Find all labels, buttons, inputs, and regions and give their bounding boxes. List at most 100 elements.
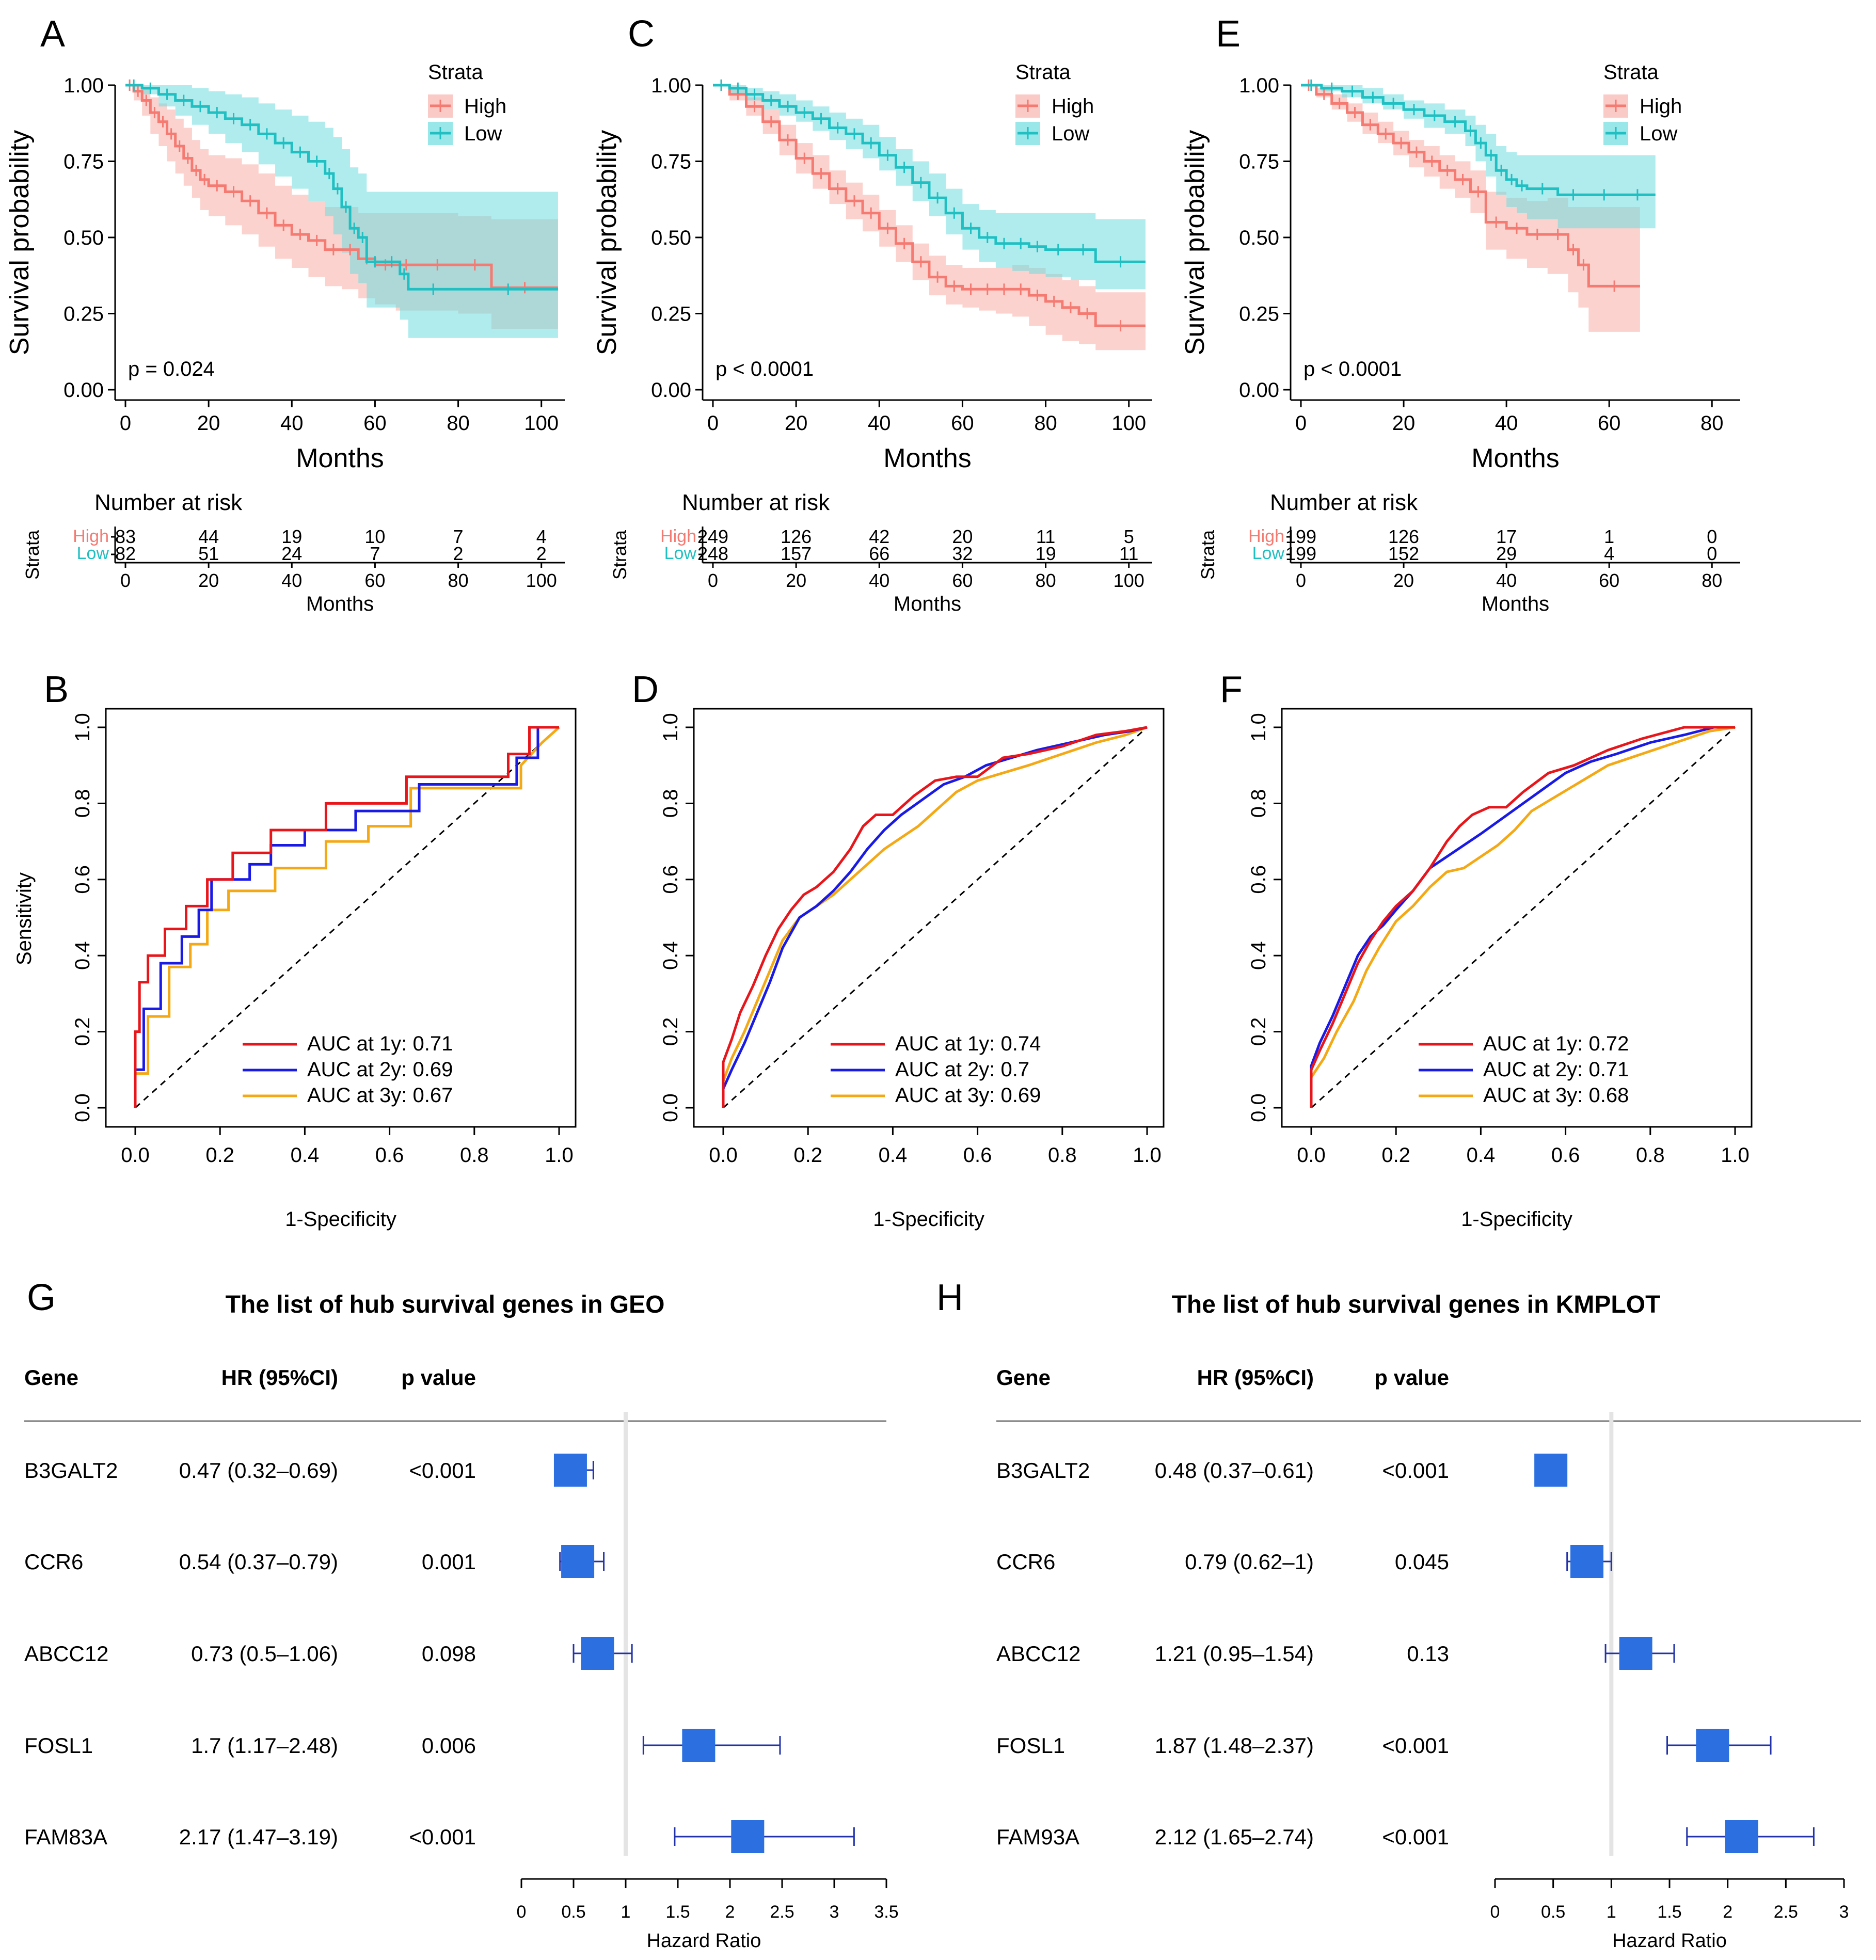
km-pvalue-c: p < 0.0001 (716, 358, 814, 380)
roc-y-tick-label-f: 1.0 (1247, 713, 1270, 742)
roc-diagonal-d (722, 726, 1148, 1109)
risk-row-label-low-c: Low (664, 544, 697, 563)
roc-y-tick-label-b: 1.0 (71, 713, 94, 742)
risk-high-count-e: 1 (1604, 526, 1614, 547)
risk-x-tick-label-e: 20 (1393, 570, 1414, 591)
km-x-tick-label-c: 20 (785, 412, 808, 435)
roc-y-tick-label-f: 0.8 (1247, 789, 1270, 818)
km-x-tick-label-e: 80 (1700, 412, 1724, 435)
risk-low-count-e: 4 (1604, 543, 1614, 564)
forest-x-tick-label-g: 3 (830, 1902, 839, 1922)
roc-x-tick-label-d: 0.4 (879, 1144, 908, 1167)
risk-x-tick-label-a: 100 (526, 570, 557, 591)
roc-diagonal-b (134, 726, 560, 1109)
forest-hr-box-h (1696, 1729, 1729, 1762)
km-x-axis-title-c: Months (883, 443, 972, 473)
forest-reference-line-h (1609, 1412, 1614, 1856)
km-y-tick-label-a: 0.75 (63, 151, 104, 173)
risk-row-label-high-a: High (73, 527, 109, 546)
forest-x-tick-label-g: 1.5 (665, 1902, 690, 1922)
panel-label-f: F (1220, 669, 1243, 710)
forest-hr-text-h: 1.87 (1.48–2.37) (1155, 1733, 1314, 1758)
risk-x-axis-title-a: Months (306, 593, 374, 615)
forest-gene-name-g: B3GALT2 (24, 1458, 118, 1483)
km-x-axis-title-e: Months (1471, 443, 1560, 473)
roc-frame-f (1281, 708, 1753, 1128)
km-y-axis-title-c: Survival probability (592, 130, 622, 355)
forest-x-axis-title-g: Hazard Ratio (647, 1930, 761, 1952)
roc-curve-1y-f (1310, 726, 1735, 1108)
km-band-low-e (1301, 85, 1656, 229)
km-y-tick-label-c: 1.00 (651, 74, 691, 97)
risk-high-count-c: 42 (869, 526, 889, 547)
roc-x-tick-label-d: 0.2 (793, 1144, 822, 1167)
risk-low-count-c: 19 (1036, 543, 1056, 564)
risk-low-count-a: 51 (198, 543, 219, 564)
forest-pvalue-h: <0.001 (1382, 1825, 1449, 1849)
roc-x-tick-label-d: 1.0 (1133, 1144, 1162, 1167)
risk-low-count-a: 82 (115, 543, 136, 564)
km-x-tick-label-a: 80 (447, 412, 470, 435)
forest-gene-name-h: B3GALT2 (996, 1458, 1090, 1483)
km-y-tick-label-e: 0.75 (1239, 151, 1279, 173)
forest-hr-box-h (1534, 1454, 1568, 1487)
forest-x-tick-label-h: 0.5 (1541, 1902, 1565, 1922)
roc-x-axis-title-d: 1-Specificity (873, 1208, 984, 1231)
km-line-high-c (713, 84, 1146, 327)
forest-hr-text-g: 0.73 (0.5–1.06) (191, 1642, 338, 1666)
km-legend-label-high-e: High (1640, 95, 1682, 118)
forest-header-pvalue-g: p value (401, 1365, 476, 1390)
risk-x-tick-label-e: 0 (1296, 570, 1306, 591)
forest-x-tick-label-h: 3 (1839, 1902, 1849, 1922)
forest-x-tick-label-h: 2 (1723, 1902, 1732, 1922)
roc-x-tick-label-b: 1.0 (545, 1144, 574, 1167)
forest-hr-box-g (553, 1454, 587, 1487)
km-line-high-e (1301, 84, 1640, 288)
forest-x-tick-label-g: 0 (517, 1902, 527, 1922)
forest-hr-box-h (1570, 1545, 1604, 1578)
roc-x-tick-label-f: 0.8 (1636, 1144, 1665, 1167)
forest-gene-name-h: CCR6 (996, 1550, 1055, 1574)
km-y-axis-title-a: Survival probability (5, 130, 35, 355)
risk-low-count-e: 152 (1388, 543, 1419, 564)
forest-hr-box-g (682, 1729, 716, 1762)
km-x-tick-label-a: 100 (524, 412, 559, 435)
risk-low-count-e: 199 (1285, 543, 1316, 564)
km-y-tick-label-a: 0.50 (63, 227, 104, 249)
forest-gene-name-h: FAM93A (996, 1825, 1079, 1849)
roc-curve-3y-f (1310, 726, 1736, 1108)
km-band-low-a (125, 85, 558, 338)
forest-x-tick-label-h: 1.5 (1657, 1902, 1681, 1922)
risk-row-label-low-e: Low (1252, 544, 1285, 563)
roc-y-tick-label-f: 0.4 (1247, 941, 1270, 970)
forest-header-pvalue-h: p value (1374, 1365, 1449, 1390)
km-band-high-c (713, 85, 1146, 350)
km-y-tick-label-c: 0.50 (651, 227, 691, 249)
roc-curve-1y-d (722, 726, 1148, 1108)
km-pvalue-e: p < 0.0001 (1303, 358, 1402, 380)
roc-legend-label-2y-d: AUC at 2y: 0.7 (895, 1058, 1029, 1081)
forest-pvalue-g: 0.001 (422, 1550, 476, 1574)
risk-low-count-c: 248 (697, 543, 728, 564)
risk-high-count-a: 83 (115, 526, 136, 547)
km-x-tick-label-e: 40 (1495, 412, 1518, 435)
roc-y-tick-label-b: 0.6 (71, 865, 94, 894)
risk-high-count-e: 0 (1707, 526, 1717, 547)
panel-label-e: E (1216, 13, 1241, 55)
roc-curve-3y-b (134, 726, 560, 1108)
km-y-tick-label-e: 0.25 (1239, 303, 1279, 326)
risk-low-count-c: 66 (869, 543, 889, 564)
roc-x-tick-label-f: 1.0 (1721, 1144, 1750, 1167)
forest-hr-text-h: 1.21 (0.95–1.54) (1155, 1642, 1314, 1666)
risk-high-count-e: 126 (1388, 526, 1419, 547)
forest-gene-name-g: FAM83A (24, 1825, 107, 1849)
km-x-tick-label-e: 20 (1392, 412, 1416, 435)
risk-x-axis-title-e: Months (1482, 593, 1549, 615)
roc-y-tick-label-d: 0.2 (659, 1017, 682, 1046)
roc-legend-label-1y-d: AUC at 1y: 0.74 (895, 1032, 1041, 1055)
risk-high-count-e: 17 (1496, 526, 1517, 547)
km-x-tick-label-c: 0 (707, 412, 719, 435)
forest-gene-name-h: ABCC12 (996, 1642, 1080, 1666)
forest-hr-text-g: 0.47 (0.32–0.69) (179, 1458, 338, 1483)
km-legend-label-high-a: High (464, 95, 506, 118)
